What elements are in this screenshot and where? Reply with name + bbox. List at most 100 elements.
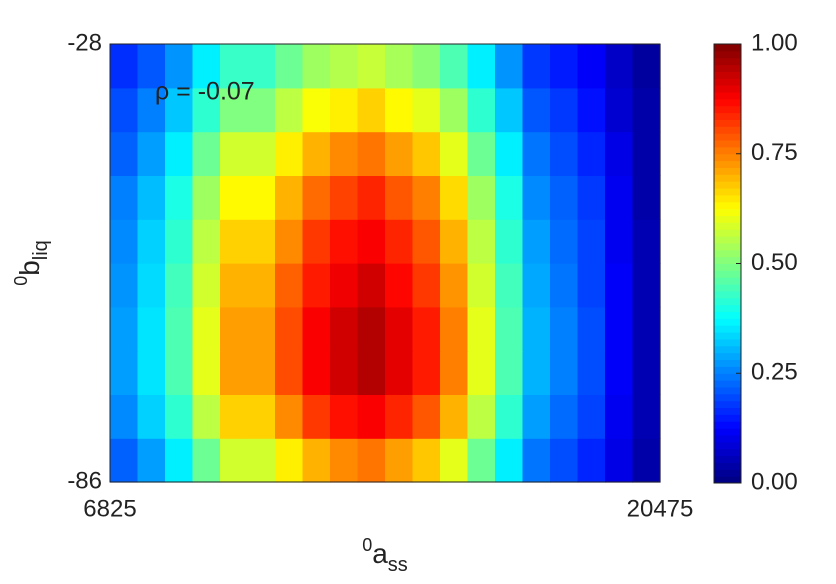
colorbar-swatch [714,263,741,271]
colorbar-swatch [714,434,741,443]
heat-cell [495,350,524,395]
heat-cell [632,87,661,133]
heat-cell [247,394,276,439]
heat-cell [192,394,221,439]
heat-cell [192,219,221,264]
heat-cell [247,306,276,352]
heat-cell [165,306,194,352]
heat-cell [137,219,166,264]
heat-cell [110,438,139,483]
heat-cell [275,219,304,264]
x-axis-label: 0ass [362,535,408,577]
heat-cell [385,394,414,439]
heat-cell [467,131,496,176]
heat-cell [330,306,359,352]
heat-cell [495,306,524,352]
colorbar-swatch [714,64,741,72]
colorbar-swatch [714,476,741,484]
colorbar-swatch [714,78,741,86]
heat-cell [440,87,469,133]
heat-cell [330,131,359,176]
colorbar-swatch [714,277,741,285]
colorbar-swatch [714,380,741,388]
colorbar-swatch [714,242,741,251]
heat-cell [440,306,469,352]
heat-cell [412,394,441,439]
heat-cell [495,44,524,89]
x-tick-label: 20475 [627,495,694,522]
heat-cell [357,438,386,483]
heat-cell [192,263,221,308]
colorbar-swatch [714,270,741,278]
heat-cell [330,219,359,264]
heat-cell [137,306,166,352]
heat-cell [110,350,139,395]
colorbar-swatch [714,441,741,450]
heat-cell [467,44,496,89]
colorbar: 0.00 0.25 0.50 0.75 1.00 [713,29,798,495]
colorbar-swatch [714,126,741,134]
colorbar-swatch [714,414,741,422]
heat-cell [632,394,661,439]
heat-cell [605,394,634,439]
heat-cell [495,131,524,176]
colorbar-swatch [714,373,741,381]
colorbar-swatch [714,105,741,114]
heat-cell [577,131,606,176]
heat-cell [385,263,414,308]
heat-cell [247,263,276,308]
colorbar-swatch [714,284,741,292]
heat-cell [385,306,414,352]
heat-cell [385,44,414,89]
heat-cell [302,219,331,264]
heat-cell [165,44,194,89]
colorbar-swatch [714,338,741,347]
heat-cell [275,175,304,220]
y-axis-label: 0bliq [11,240,53,286]
heat-cell [110,219,139,264]
colorbar-swatch [714,359,741,367]
heat-cell [440,44,469,89]
colorbar-swatch [714,318,741,326]
heat-cell [412,131,441,176]
heat-cell [605,350,634,395]
heat-cell [302,131,331,176]
heat-cell [632,219,661,264]
heat-cell [577,175,606,220]
heat-cell [275,350,304,395]
heat-cell [137,350,166,395]
heat-cell [440,219,469,264]
heat-cell [605,44,634,89]
heat-cell [302,44,331,89]
x-tick-label: 6825 [83,495,136,522]
heat-cell [110,263,139,308]
heat-cell [330,175,359,220]
heat-cell [275,44,304,89]
heat-cell [110,131,139,176]
heat-cell [302,175,331,220]
heat-cell [357,306,386,352]
heat-cell [522,175,551,220]
heat-cell [440,394,469,439]
colorbar-swatch [714,167,741,175]
colorbar-swatch [714,386,741,395]
colorbar-swatch [714,174,741,182]
heat-cell [275,87,304,133]
heat-cell [467,219,496,264]
heat-cell [522,350,551,395]
heat-cell [605,175,634,220]
heat-cell [220,131,249,176]
colorbar-swatch [714,469,741,477]
y-tick-label: -86 [67,467,102,494]
colorbar-tick-label: 0.25 [751,359,798,386]
colorbar-tick-label: 0.50 [751,249,798,276]
colorbar-swatch [714,297,741,306]
heat-cell [577,44,606,89]
colorbar-swatch [714,400,741,409]
colorbar-tick-label: 0.75 [751,139,798,166]
colorbar-swatch [714,50,741,59]
heat-cell [550,394,579,439]
heat-cell [522,438,551,483]
heat-cell [192,87,221,133]
